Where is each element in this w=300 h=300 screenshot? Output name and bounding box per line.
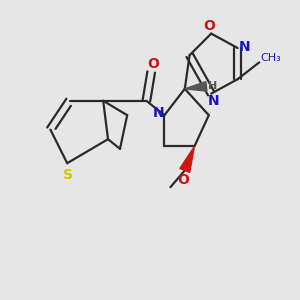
Polygon shape (180, 146, 194, 172)
Text: N: N (239, 40, 250, 54)
Text: S: S (63, 168, 74, 182)
Text: CH₃: CH₃ (260, 52, 281, 63)
Text: H: H (208, 81, 217, 92)
Polygon shape (185, 82, 207, 91)
Text: O: O (178, 173, 190, 187)
Text: O: O (148, 57, 160, 70)
Text: N: N (153, 106, 164, 120)
Text: N: N (208, 94, 219, 108)
Text: O: O (203, 20, 215, 33)
